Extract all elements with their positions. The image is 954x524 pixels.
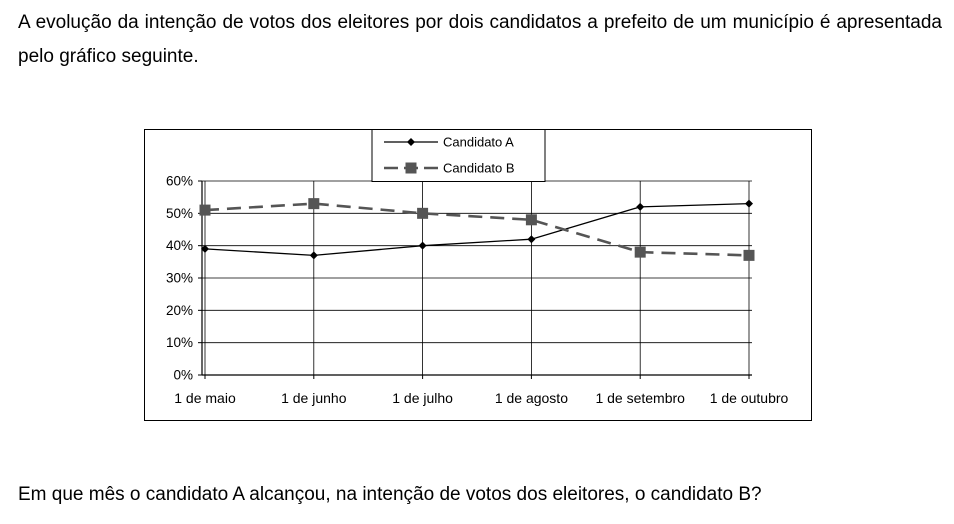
legend-label-candidato-a: Candidato A xyxy=(443,135,514,150)
x-tick-label: 1 de julho xyxy=(392,390,453,406)
data-point-candidato-b xyxy=(743,249,755,261)
series-line-candidato-a xyxy=(204,202,750,257)
data-point-candidato-a xyxy=(636,202,645,211)
y-tick-label: 30% xyxy=(166,271,193,286)
legend-marker-candidato-a xyxy=(407,138,415,146)
intro-text: A evolução da intenção de votos dos elei… xyxy=(18,12,942,67)
x-tick-label: 1 de setembro xyxy=(595,390,685,406)
chart-frame: 0% 10% 20% 30% 40% 50% 60% 1 de maio 1 de junho 1… xyxy=(144,129,812,421)
y-tick-label: 0% xyxy=(173,368,193,383)
data-point-candidato-a xyxy=(418,241,427,250)
question-text: Em que mês o candidato A alcançou, na in… xyxy=(18,484,762,505)
y-tick-label: 50% xyxy=(166,206,193,221)
data-point-candidato-b xyxy=(525,214,537,226)
data-point-candidato-b xyxy=(417,207,429,219)
legend-label-candidato-b: Candidato B xyxy=(443,161,515,176)
y-tick-label: 10% xyxy=(166,335,193,350)
x-tick-label: 1 de outubro xyxy=(710,390,789,406)
x-tick-label: 1 de maio xyxy=(174,390,236,406)
data-point-candidato-a xyxy=(745,199,753,208)
legend-marker-candidato-b xyxy=(405,162,417,174)
data-point-candidato-a xyxy=(201,244,209,253)
series-line-candidato-b xyxy=(204,202,750,257)
legend-box xyxy=(371,129,546,182)
y-tick-label: 20% xyxy=(166,303,193,318)
x-tick-label: 1 de junho xyxy=(281,390,347,406)
data-point-candidato-b xyxy=(199,204,211,216)
y-tick-label: 60% xyxy=(166,174,193,189)
x-tick-label: 1 de agosto xyxy=(495,390,568,406)
data-point-candidato-b xyxy=(634,246,646,258)
vote-intention-chart: 0% 10% 20% 30% 40% 50% 60% 1 de maio 1 de junho 1… xyxy=(144,129,812,421)
y-tick-label: 40% xyxy=(166,238,193,253)
data-point-candidato-a xyxy=(527,235,536,244)
data-point-candidato-b xyxy=(308,198,320,210)
data-point-candidato-a xyxy=(309,251,318,260)
